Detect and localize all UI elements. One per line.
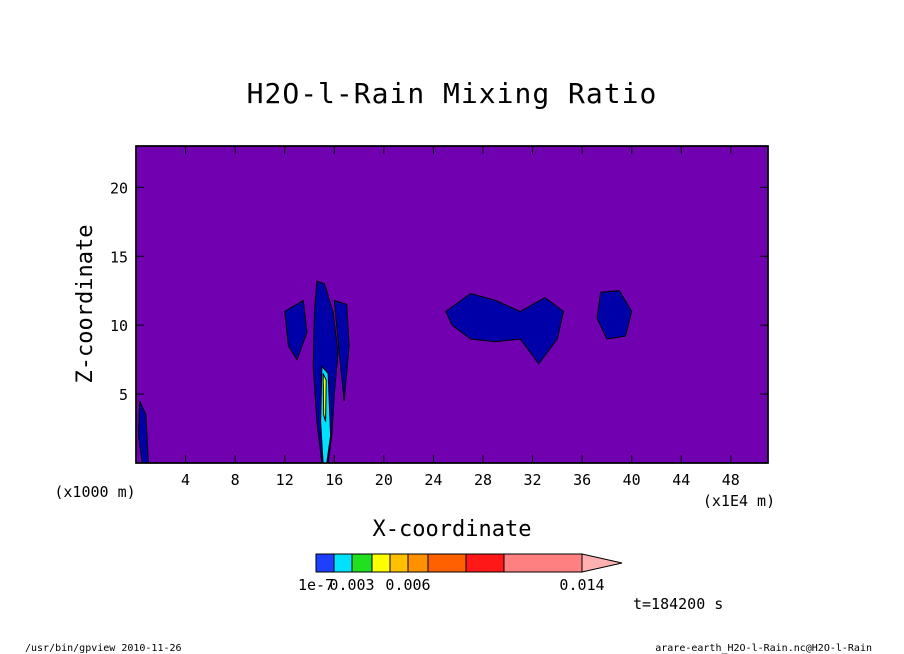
colorbar-label: 0.003 <box>329 576 374 594</box>
plot-background <box>135 145 769 464</box>
x-unit-right: (x1E4 m) <box>703 492 775 510</box>
y-axis-ticks: 5 10 15 20 <box>110 179 768 404</box>
contour-region-7 <box>322 373 327 422</box>
x-tick-label: 20 <box>375 471 393 489</box>
colorbar <box>315 553 623 573</box>
colorbar-box <box>407 553 429 573</box>
x-tick-label: 4 <box>181 471 190 489</box>
colorbar-box <box>465 553 505 573</box>
x-axis-ticks: 4 8 12 16 20 24 28 32 36 40 44 48 <box>181 146 740 489</box>
colorbar-box <box>503 553 583 573</box>
colorbar-box <box>371 553 391 573</box>
colorbar-label: 0.014 <box>559 576 604 594</box>
contour-region-4 <box>596 290 633 340</box>
footer-left-note: /usr/bin/gpview 2010-11-26 <box>25 643 182 654</box>
chart-title: H2O-l-Rain Mixing Ratio <box>247 77 658 110</box>
contour-regions <box>137 280 633 464</box>
x-tick-label: 44 <box>672 471 690 489</box>
y-tick-label: 15 <box>110 248 128 266</box>
footer-right-note: arare-earth_H2O-l-Rain.nc@H2O-l-Rain <box>655 643 872 654</box>
colorbar-label: 0.006 <box>385 576 430 594</box>
x-tick-label: 16 <box>325 471 343 489</box>
colorbar-box <box>351 553 373 573</box>
y-tick-label: 10 <box>110 317 128 335</box>
y-axis-label: Z-coordinate <box>73 225 98 384</box>
x-tick-label: 40 <box>623 471 641 489</box>
y-tick-label: 20 <box>110 179 128 197</box>
x-tick-label: 24 <box>424 471 442 489</box>
x-tick-label: 8 <box>231 471 240 489</box>
colorbar-labels: 1e-70.003 0.006 0.014 <box>298 576 605 594</box>
x-axis-label: X-coordinate <box>373 517 532 542</box>
time-label: t=184200 s <box>633 595 723 613</box>
colorbar-box <box>315 553 335 573</box>
colorbar-box <box>389 553 409 573</box>
contour-region-2 <box>333 299 350 402</box>
colorbar-box <box>427 553 467 573</box>
colorbar-label: 1e-7 <box>298 576 334 594</box>
colorbar-arrow <box>581 553 623 573</box>
colorbar-box <box>333 553 353 573</box>
x-tick-label: 36 <box>573 471 591 489</box>
y-tick-label: 5 <box>119 386 128 404</box>
x-unit-left: (x1000 m) <box>54 483 135 501</box>
x-tick-label: 48 <box>722 471 740 489</box>
x-tick-label: 32 <box>524 471 542 489</box>
x-tick-label: 28 <box>474 471 492 489</box>
contour-region-3 <box>445 292 565 365</box>
x-tick-label: 12 <box>276 471 294 489</box>
contour-region-1 <box>284 299 308 361</box>
